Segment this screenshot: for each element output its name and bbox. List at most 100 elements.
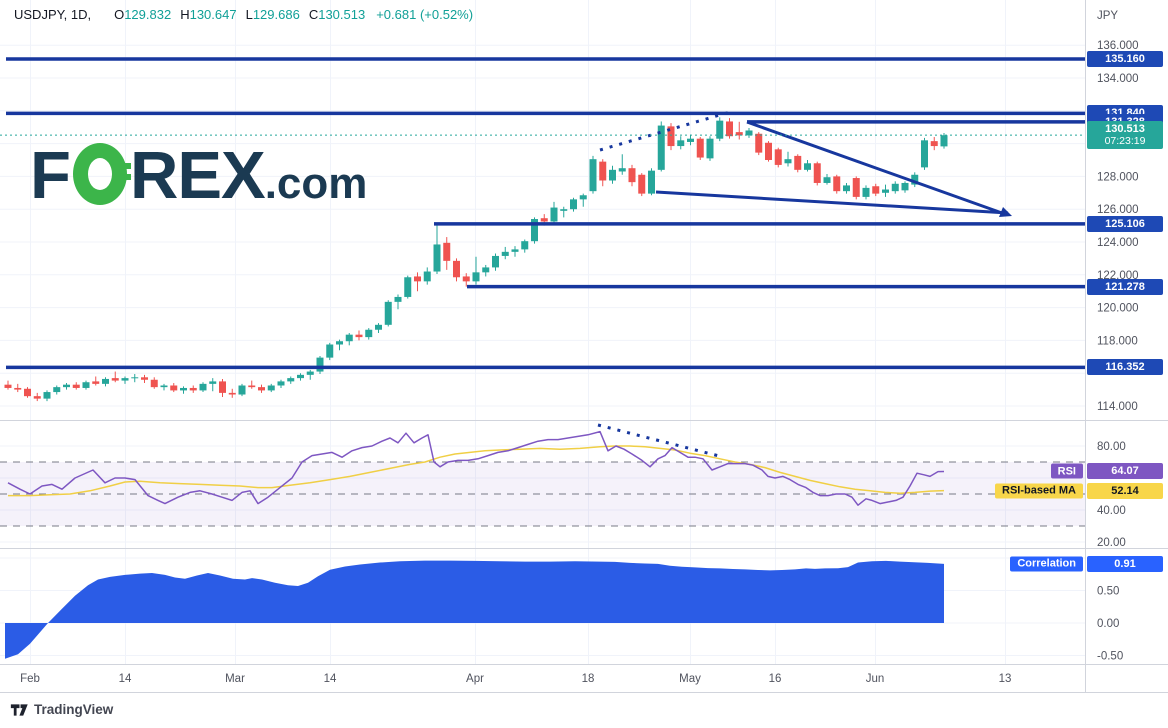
candle-body xyxy=(267,385,275,391)
candle-body xyxy=(297,374,304,379)
rsi-value-badge: 64.07 xyxy=(1087,463,1163,480)
candle-body xyxy=(189,387,197,391)
candle-body xyxy=(618,168,626,172)
candle-body xyxy=(901,182,909,191)
dotted-trend-line[interactable] xyxy=(599,110,731,152)
candle-body xyxy=(111,378,119,381)
time-tick-label: Mar xyxy=(225,673,245,685)
candle-body xyxy=(755,133,763,153)
current-price-badge: 130.513 07:23:19 xyxy=(1087,121,1163,150)
candle-body xyxy=(92,381,100,384)
candle-body xyxy=(774,149,782,165)
candle-body xyxy=(550,207,558,222)
ohlc-close: C130.513 xyxy=(308,7,366,22)
candle-body xyxy=(82,382,90,388)
corr-tick-label: -0.50 xyxy=(1097,651,1123,663)
rsi-tick-label: 20.00 xyxy=(1097,537,1126,549)
price-tick-label: 136.000 xyxy=(1097,40,1139,52)
trend-line[interactable] xyxy=(746,120,1003,215)
symbol-title[interactable]: USDJPY, 1D, xyxy=(14,7,92,22)
time-tick-label: 13 xyxy=(999,673,1012,685)
candle-body xyxy=(306,371,314,375)
candle-body xyxy=(228,392,236,395)
candle-body xyxy=(531,219,538,242)
rsi-tick-label: 80.00 xyxy=(1097,441,1126,453)
trend-line[interactable] xyxy=(655,190,1009,215)
forex-logo-o-icon xyxy=(72,143,131,205)
symbol-header: USDJPY, 1D, O129.832 H130.647 L129.686 C… xyxy=(14,7,473,22)
candle-body xyxy=(657,125,665,170)
candle-body xyxy=(33,396,41,399)
candle-body xyxy=(258,387,265,391)
price-level-badge: 125.106 xyxy=(1087,215,1163,232)
candle-body xyxy=(794,155,802,170)
candle-body xyxy=(248,385,256,388)
rsi-tick-label: 40.00 xyxy=(1097,505,1126,517)
rsi-label-badge[interactable]: RSI xyxy=(1050,463,1083,479)
candle-body xyxy=(199,383,207,391)
candle-body xyxy=(813,163,821,183)
candle-body xyxy=(843,185,850,192)
price-tick-label: 126.000 xyxy=(1097,204,1139,216)
candle-body xyxy=(940,135,948,147)
candle-body xyxy=(492,255,499,268)
candle-body xyxy=(170,385,178,391)
candle-body xyxy=(833,176,841,192)
tradingview-label: TradingView xyxy=(34,702,114,717)
candle-body xyxy=(745,130,753,136)
candle-body xyxy=(404,277,412,297)
candle-body xyxy=(677,140,685,147)
candle-body xyxy=(238,385,246,395)
correlation-label-badge[interactable]: Correlation xyxy=(1010,556,1083,572)
candle-body xyxy=(345,334,353,342)
candle-body xyxy=(560,209,568,211)
price-level-badge: 135.160 xyxy=(1087,50,1163,67)
candle-body xyxy=(638,174,646,194)
time-tick-label: May xyxy=(679,673,701,685)
price-level-badge: 116.352 xyxy=(1087,359,1163,376)
time-tick-label: Feb xyxy=(20,673,40,685)
tradingview-attribution[interactable]: TradingView xyxy=(10,702,113,717)
candle-body xyxy=(472,272,480,282)
ohlc-high: H130.647 xyxy=(180,7,237,22)
candle-body xyxy=(160,385,168,388)
candle-body xyxy=(121,378,129,381)
candle-body xyxy=(609,169,616,181)
price-tick-label: 128.000 xyxy=(1097,171,1139,183)
forex-com-watermark: F REX.com xyxy=(30,138,368,213)
time-tick-label: 18 xyxy=(582,673,595,685)
rsi-ma-label-badge[interactable]: RSI-based MA xyxy=(995,483,1083,499)
candle-body xyxy=(131,377,139,379)
candle-body xyxy=(219,381,226,393)
tradingview-logo-icon xyxy=(10,703,28,716)
candle-body xyxy=(462,276,470,282)
candle-body xyxy=(872,186,880,194)
correlation-area xyxy=(5,560,944,659)
candle-body xyxy=(355,334,363,338)
candle-body xyxy=(862,187,870,197)
candle-body xyxy=(540,218,548,222)
candle-body xyxy=(852,178,860,197)
candle-body xyxy=(891,183,899,192)
price-change: +0.681 (+0.52%) xyxy=(376,7,474,22)
candle-body xyxy=(24,388,31,397)
price-level-badge: 121.278 xyxy=(1087,278,1163,295)
ohlc-low: L129.686 xyxy=(245,7,300,22)
rsi-line xyxy=(7,430,945,506)
time-tick-label: Apr xyxy=(466,673,484,685)
candle-body xyxy=(365,329,373,338)
candle-body xyxy=(716,120,724,139)
dotted-trend-line[interactable] xyxy=(597,423,724,459)
corr-tick-label: 0.00 xyxy=(1097,618,1119,630)
corr-tick-label: 0.50 xyxy=(1097,586,1119,598)
candle-body xyxy=(589,159,597,192)
candle-body xyxy=(102,378,109,384)
candle-body xyxy=(209,381,217,384)
rsi-ma-value-badge: 52.14 xyxy=(1087,482,1163,499)
candle-body xyxy=(375,324,382,330)
candle-body xyxy=(72,384,80,388)
candle-body xyxy=(443,242,451,261)
candle-body xyxy=(882,189,889,193)
